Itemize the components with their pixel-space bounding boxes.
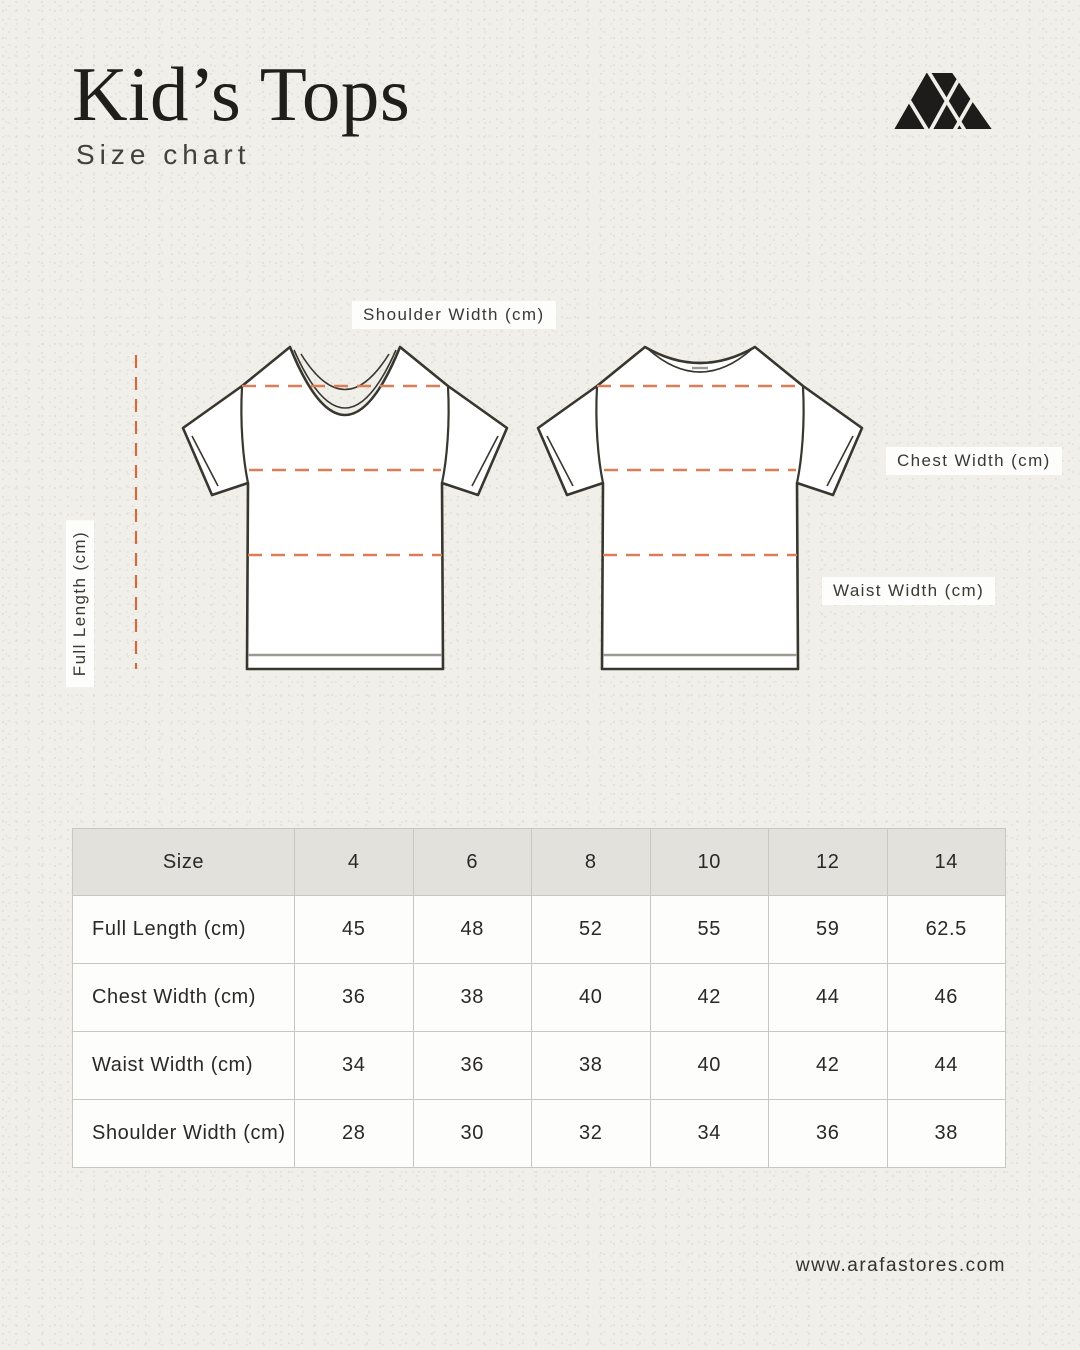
table-row-full-length: Full Length (cm) 45 48 52 55 59 62.5 — [72, 895, 1006, 964]
cell-value: 44 — [886, 1031, 1006, 1100]
cell-value: 32 — [531, 1099, 651, 1168]
column-header-size-4: 4 — [294, 828, 414, 896]
cell-value: 48 — [412, 895, 532, 964]
column-header-size-12: 12 — [768, 828, 888, 896]
cell-value: 36 — [768, 1099, 888, 1168]
cell-value: 36 — [412, 1031, 532, 1100]
cell-value: 40 — [531, 963, 651, 1032]
row-label-chest-width: Chest Width (cm) — [72, 963, 295, 1032]
cell-value: 36 — [294, 963, 414, 1032]
column-header-size-6: 6 — [412, 828, 532, 896]
column-header-size-8: 8 — [531, 828, 651, 896]
table-header-row: Size 4 6 8 10 12 14 — [72, 828, 1006, 896]
full-length-label: Full Length (cm) — [66, 520, 94, 688]
cell-value: 59 — [768, 895, 888, 964]
row-label-waist-width: Waist Width (cm) — [72, 1031, 295, 1100]
row-label-shoulder-width: Shoulder Width (cm) — [72, 1099, 295, 1168]
chest-width-label: Chest Width (cm) — [886, 447, 1062, 475]
cell-value: 40 — [649, 1031, 769, 1100]
column-header-size-14: 14 — [886, 828, 1006, 896]
shoulder-width-label: Shoulder Width (cm) — [352, 301, 556, 329]
page-title: Kid’s Tops — [72, 51, 411, 137]
cell-value: 34 — [649, 1099, 769, 1168]
cell-value: 44 — [768, 963, 888, 1032]
column-header-size: Size — [72, 828, 295, 896]
page-subtitle: Size chart — [76, 139, 251, 170]
full-length-dashed-line — [133, 355, 139, 674]
cell-value: 34 — [294, 1031, 414, 1100]
cell-value: 62.5 — [886, 895, 1006, 964]
cell-value: 55 — [649, 895, 769, 964]
row-label-full-length: Full Length (cm) — [72, 895, 295, 964]
waist-width-label: Waist Width (cm) — [822, 577, 996, 605]
cell-value: 38 — [531, 1031, 651, 1100]
cell-value: 52 — [531, 895, 651, 964]
tshirt-front-diagram — [175, 333, 515, 678]
size-chart-table: Size 4 6 8 10 12 14 Full Length (cm) 45 … — [72, 828, 1006, 1168]
tshirt-back-diagram — [530, 333, 870, 678]
cell-value: 42 — [768, 1031, 888, 1100]
cell-value: 38 — [886, 1099, 1006, 1168]
table-row-waist-width: Waist Width (cm) 34 36 38 40 42 44 — [72, 1031, 1006, 1100]
table-row-chest-width: Chest Width (cm) 36 38 40 42 44 46 — [72, 963, 1006, 1032]
cell-value: 45 — [294, 895, 414, 964]
brand-logo-icon — [893, 72, 993, 135]
cell-value: 46 — [886, 963, 1006, 1032]
cell-value: 42 — [649, 963, 769, 1032]
column-header-size-10: 10 — [649, 828, 769, 896]
cell-value: 30 — [412, 1099, 532, 1168]
cell-value: 28 — [294, 1099, 414, 1168]
cell-value: 38 — [412, 963, 532, 1032]
website-url: www.arafastores.com — [795, 1255, 1006, 1276]
table-row-shoulder-width: Shoulder Width (cm) 28 30 32 34 36 38 — [72, 1099, 1006, 1168]
